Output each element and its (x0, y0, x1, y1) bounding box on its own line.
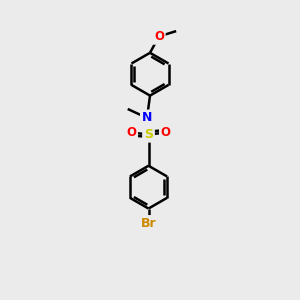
Text: O: O (126, 126, 136, 139)
Text: N: N (142, 111, 152, 124)
Text: O: O (161, 126, 171, 139)
Text: Br: Br (141, 217, 156, 230)
Text: O: O (154, 30, 164, 43)
Text: S: S (144, 128, 153, 141)
